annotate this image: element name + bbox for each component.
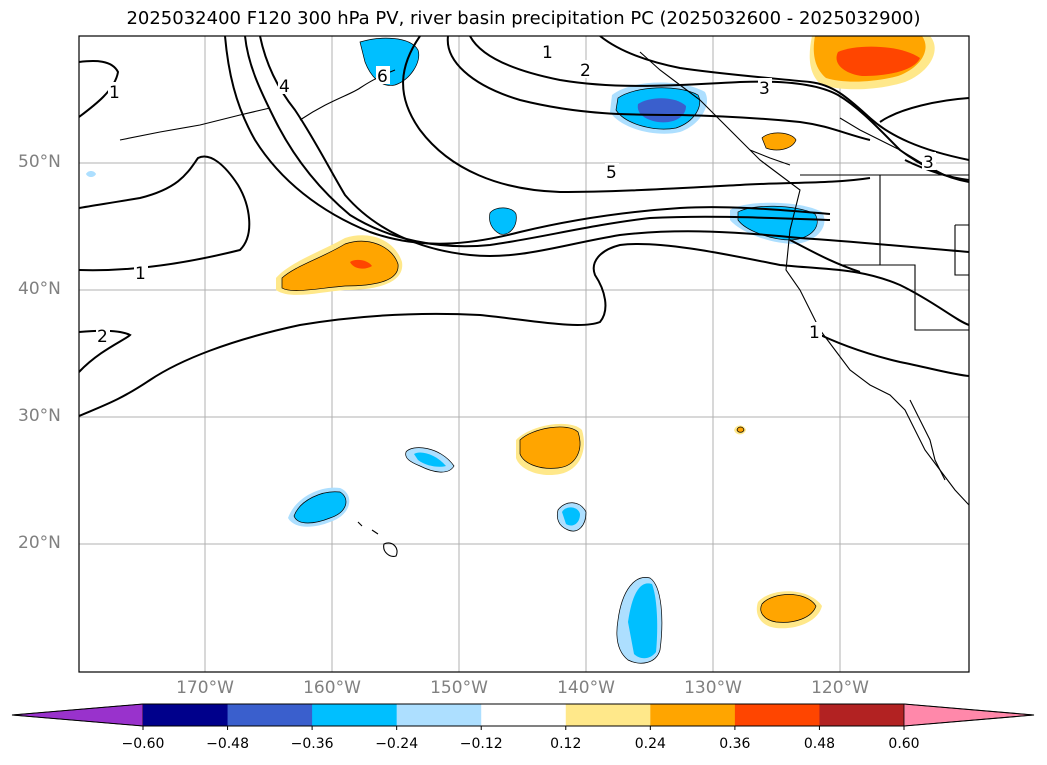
colorbar-tick-label: 0.36	[719, 736, 751, 752]
colorbar-segment	[396, 704, 482, 726]
lat-label: 50°N	[18, 152, 61, 172]
contour-label-1-a: 1	[135, 264, 146, 284]
colorbar-tick-label: −0.36	[290, 736, 334, 752]
contour-label-4: 4	[279, 77, 290, 97]
colorbar-segment	[312, 704, 398, 726]
lat-label: 20°N	[18, 533, 61, 553]
colorbar-extend-low	[11, 703, 144, 727]
colorbar-segment	[143, 704, 229, 726]
colorbar-segment	[734, 704, 820, 726]
strong-neg-anomaly-bc	[637, 98, 686, 123]
colorbar-segment	[650, 704, 736, 726]
map-title: 2025032400 F120 300 hPa PV, river basin …	[126, 8, 921, 29]
strong-pos-anomaly-northeast	[836, 46, 920, 76]
colorbar-segment	[227, 704, 313, 726]
coastlines	[119, 51, 969, 557]
contour-label-1-b: 1	[542, 43, 553, 63]
precip-shading	[86, 36, 935, 664]
colorbar-tick-label: 0.48	[803, 736, 836, 752]
colorbar-tick-label: −0.12	[459, 736, 503, 752]
colorbar-segment	[565, 704, 651, 726]
contour-label-5: 5	[606, 163, 617, 183]
lon-label: 160°W	[303, 678, 361, 698]
contour-label-3-b: 3	[923, 153, 934, 173]
colorbar-extend-high	[903, 703, 1035, 727]
colorbar-tick-label: 0.12	[550, 736, 582, 752]
contour-label-2-a: 2	[97, 327, 108, 347]
colorbar-tick-label: 0.60	[888, 736, 920, 752]
lon-label: 120°W	[811, 678, 869, 698]
colorbar-tick-label: −0.60	[121, 736, 165, 752]
map-background	[79, 36, 969, 672]
colorbar-tick-label: −0.48	[206, 736, 249, 752]
gridlines	[79, 36, 969, 672]
contour-label-2-b: 2	[580, 61, 591, 81]
colorbar-segment	[481, 704, 567, 726]
colorbar-segment	[819, 704, 905, 726]
lat-label: 30°N	[18, 406, 61, 426]
lat-label: 40°N	[18, 279, 61, 299]
contour-label-1-c: 1	[809, 323, 820, 343]
lon-label: 150°W	[430, 678, 488, 698]
colorbar-tick-label: −0.24	[375, 736, 419, 752]
map-frame	[78, 35, 970, 673]
contour-labels: 1 2 3 5 1 2 1 3 4 6 1	[96, 43, 936, 347]
contour-label-1-d: 1	[109, 83, 120, 103]
colorbar	[11, 703, 1035, 730]
colorbar-tick-label: 0.24	[634, 736, 666, 752]
lon-label: 140°W	[557, 678, 615, 698]
pv-contours	[79, 36, 969, 417]
contour-label-6: 6	[377, 67, 388, 87]
contour-label-3-a: 3	[759, 79, 770, 99]
lon-label: 130°W	[684, 678, 742, 698]
lon-label: 170°W	[176, 678, 234, 698]
